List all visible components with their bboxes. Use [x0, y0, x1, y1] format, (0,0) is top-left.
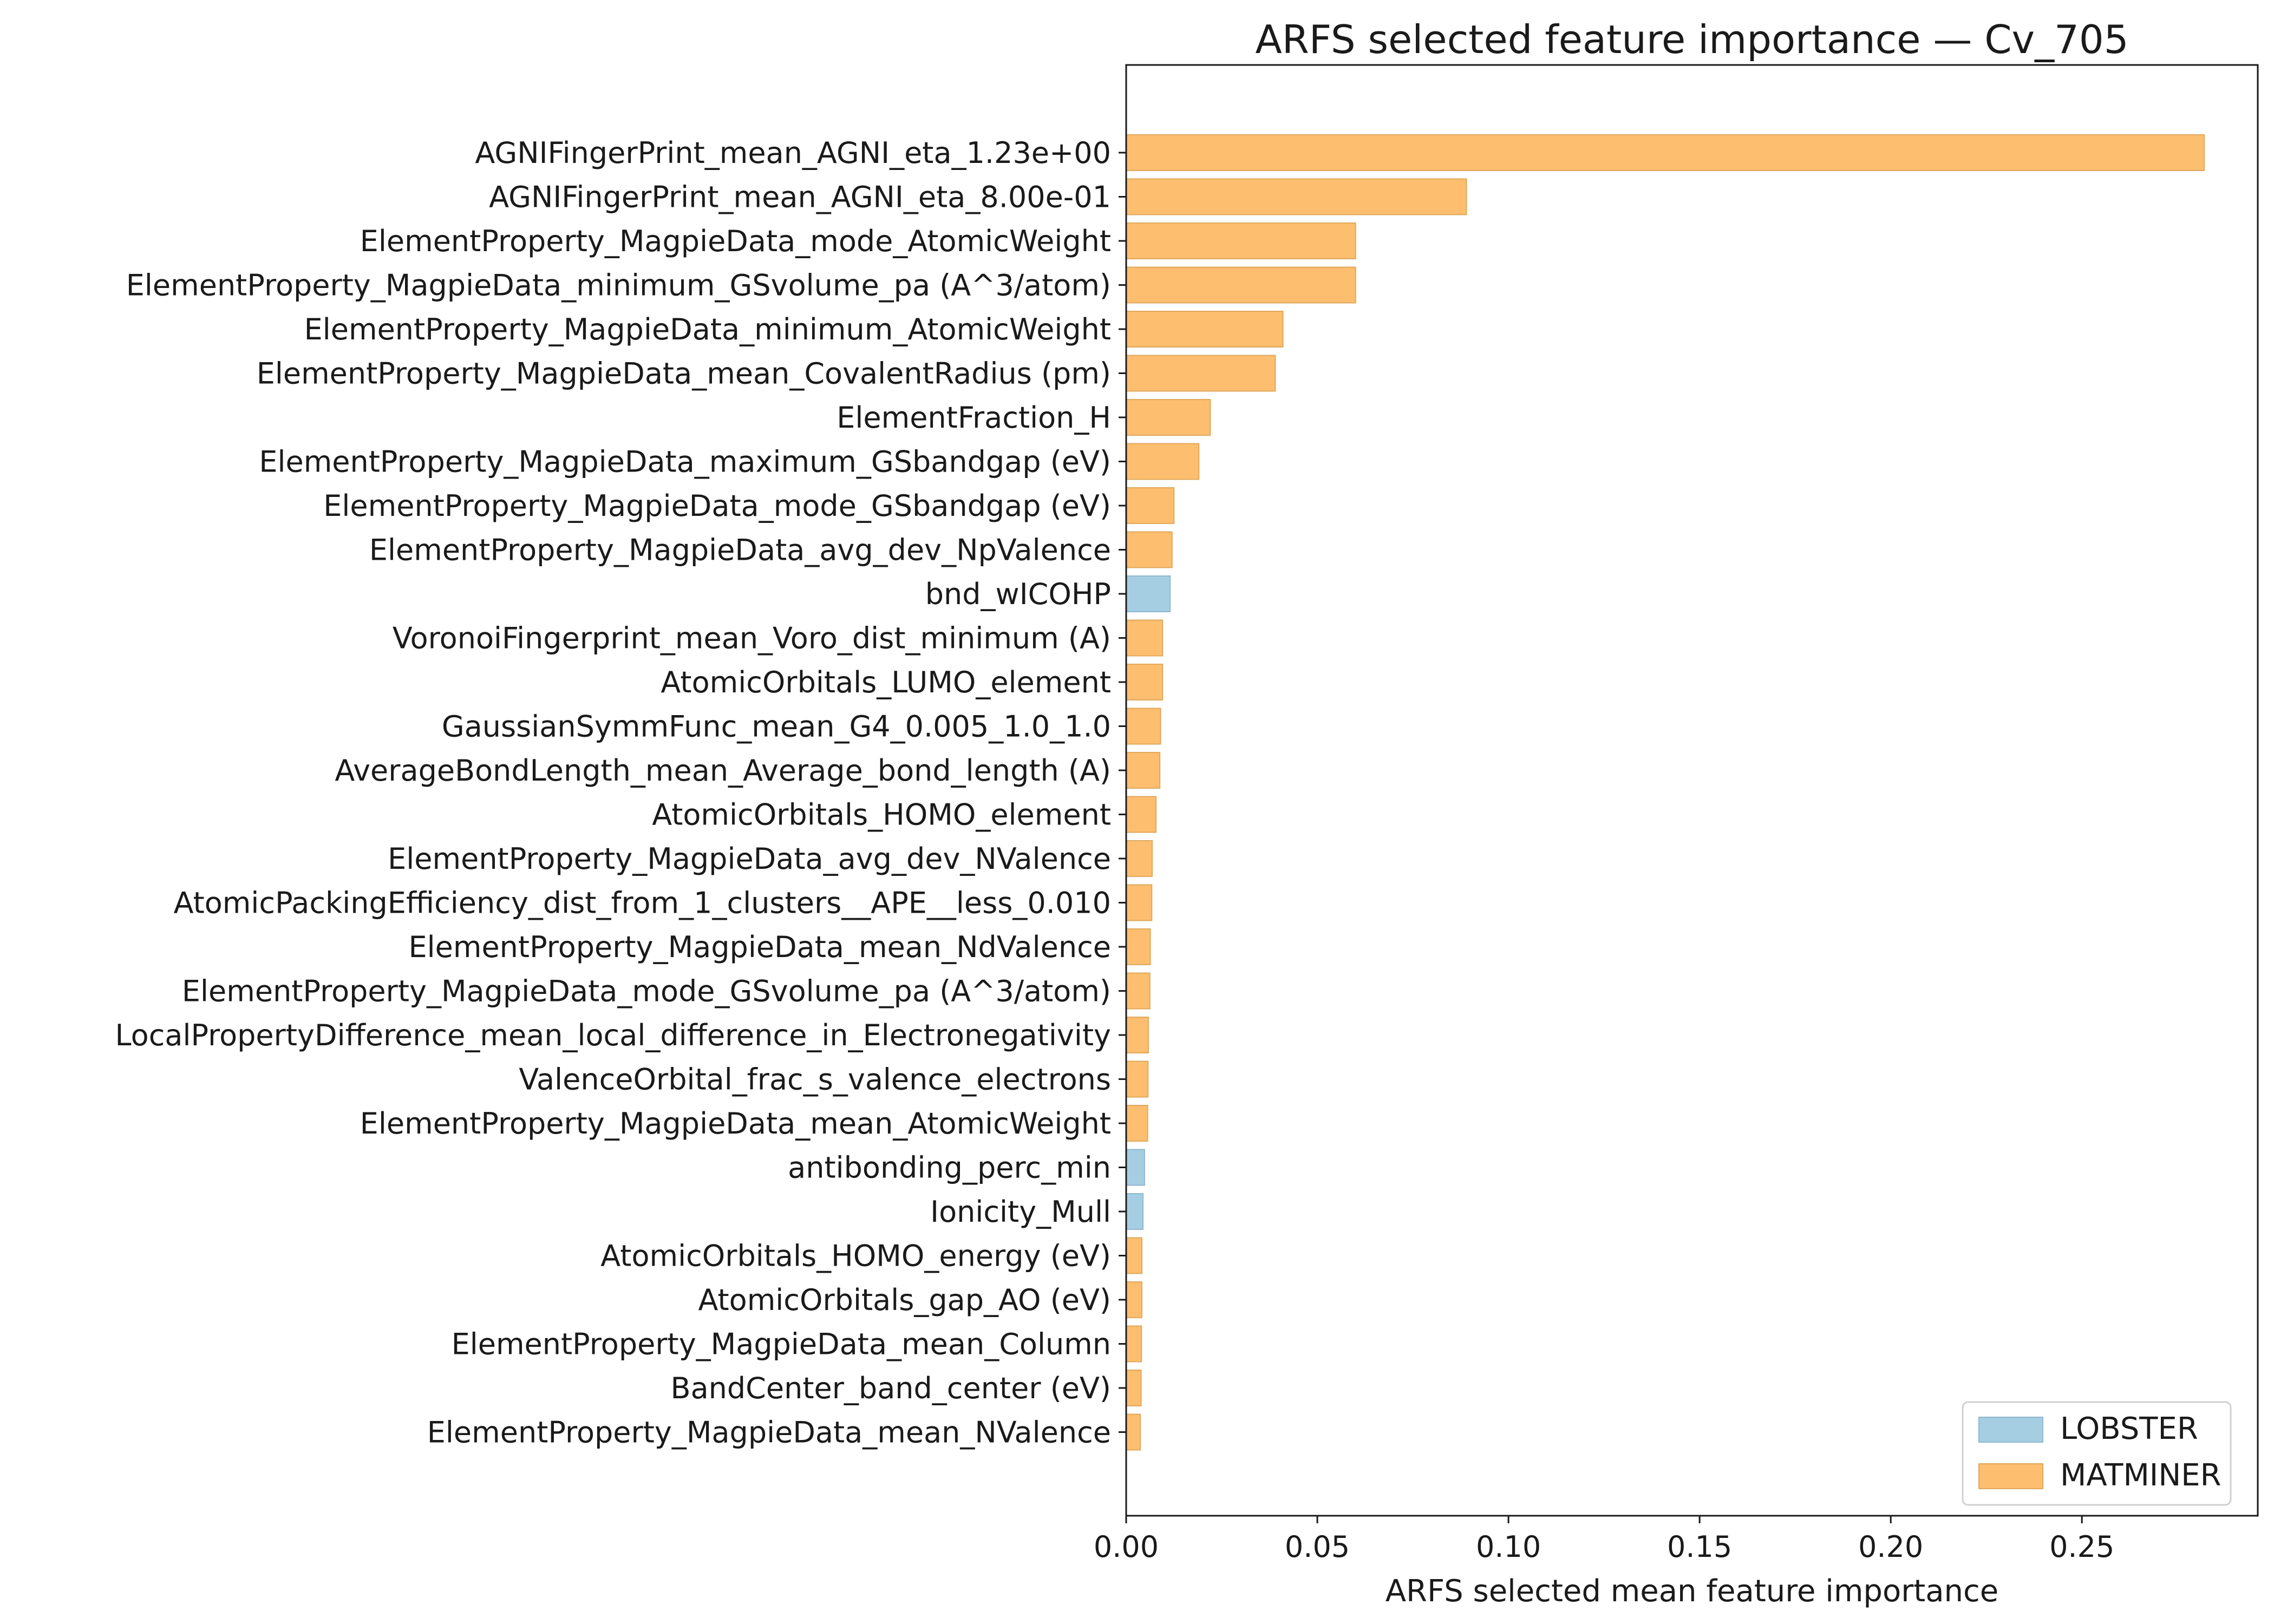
bar-lobster — [1126, 1149, 1145, 1186]
bar-matminer — [1126, 1325, 1142, 1363]
y-tick-label: ElementFraction_H — [837, 401, 1111, 435]
bar-matminer — [1126, 840, 1153, 877]
y-tick-label: ElementProperty_MagpieData_minimum_Atomi… — [304, 312, 1111, 346]
bar-lobster — [1126, 575, 1171, 612]
bar-matminer — [1126, 1413, 1141, 1451]
bars-layer — [1126, 134, 2205, 1451]
legend-swatch-matminer — [1978, 1463, 2043, 1489]
bar-matminer — [1126, 928, 1151, 965]
bar-matminer — [1126, 972, 1151, 1010]
bar-matminer — [1126, 487, 1175, 524]
bar-matminer — [1126, 1281, 1142, 1318]
y-tick-label: ValenceOrbital_frac_s_valence_electrons — [519, 1063, 1111, 1097]
y-tick-label: AtomicPackingEfficiency_dist_from_1_clus… — [174, 886, 1111, 920]
bar-matminer — [1126, 708, 1161, 745]
y-tick-label: AGNIFingerPrint_mean_AGNI_eta_8.00e-01 — [489, 180, 1111, 214]
y-tick-label: ElementProperty_MagpieData_mean_AtomicWe… — [360, 1106, 1111, 1141]
y-tick-label: ElementProperty_MagpieData_mode_AtomicWe… — [360, 224, 1111, 258]
y-tick-label: AverageBondLength_mean_Average_bond_leng… — [335, 754, 1111, 788]
y-tick-label: LocalPropertyDifference_mean_local_diffe… — [115, 1018, 1111, 1052]
y-tick-label: ElementProperty_MagpieData_maximum_GSban… — [259, 445, 1111, 479]
y-tick-label: antibonding_perc_min — [788, 1151, 1111, 1185]
legend-swatch-lobster — [1978, 1417, 2043, 1443]
y-tick-label: ElementProperty_MagpieData_mode_GSbandga… — [323, 489, 1111, 523]
y-tick-label: BandCenter_band_center (eV) — [671, 1371, 1111, 1405]
x-ticks: 0.00 0.05 0.10 0.15 0.20 0.25 — [1094, 1516, 2114, 1564]
bar-matminer — [1126, 311, 1284, 348]
x-tick-label: 0.00 — [1094, 1530, 1159, 1564]
x-tick-label: 0.05 — [1285, 1530, 1350, 1564]
y-tick-label: bnd_wICOHP — [925, 577, 1111, 611]
bar-matminer — [1126, 222, 1356, 259]
y-tick-label: AtomicOrbitals_LUMO_element — [661, 665, 1111, 699]
bar-matminer — [1126, 355, 1276, 392]
y-tick-label: ElementProperty_MagpieData_mean_Column — [452, 1327, 1111, 1361]
bar-matminer — [1126, 664, 1164, 700]
bar-matminer — [1126, 399, 1211, 436]
bar-lobster — [1126, 1193, 1144, 1230]
bar-matminer — [1126, 1060, 1149, 1098]
y-ticks — [1119, 152, 1126, 1433]
bar-matminer — [1126, 884, 1153, 921]
y-tick-label: ElementProperty_MagpieData_mean_NValence — [427, 1416, 1111, 1450]
x-tick-label: 0.15 — [1667, 1530, 1732, 1564]
y-tick-labels: AGNIFingerPrint_mean_AGNI_eta_1.23e+00 AG… — [115, 136, 1111, 1450]
bar-matminer — [1126, 619, 1164, 657]
y-tick-label: Ionicity_Mull — [930, 1195, 1111, 1229]
y-tick-label: AtomicOrbitals_gap_AO (eV) — [698, 1283, 1112, 1317]
bar-matminer — [1126, 1237, 1142, 1274]
y-tick-label: ElementProperty_MagpieData_mode_GSvolume… — [182, 974, 1111, 1009]
plot-frame — [1125, 64, 2259, 1517]
x-tick-label: 0.20 — [1858, 1530, 1923, 1564]
y-tick-label: ElementProperty_MagpieData_avg_dev_NVale… — [388, 842, 1111, 876]
bar-matminer — [1126, 1105, 1148, 1142]
bar-matminer — [1126, 266, 1356, 304]
y-tick-label: ElementProperty_MagpieData_mean_NdValenc… — [409, 930, 1111, 964]
bar-matminer — [1126, 531, 1173, 568]
y-tick-label: GaussianSymmFunc_mean_G4_0.005_1.0_1.0 — [442, 710, 1111, 744]
x-tick-label: 0.10 — [1476, 1530, 1541, 1564]
y-tick-label: AtomicOrbitals_HOMO_element — [652, 798, 1111, 832]
y-tick-label: ElementProperty_MagpieData_avg_dev_NpVal… — [369, 533, 1111, 567]
chart-title: ARFS selected feature importance — Cv_70… — [1255, 17, 2128, 62]
y-tick-label: AGNIFingerPrint_mean_AGNI_eta_1.23e+00 — [475, 136, 1111, 170]
legend-label-matminer: MATMINER — [2060, 1458, 2221, 1493]
y-tick-label: AtomicOrbitals_HOMO_energy (eV) — [600, 1239, 1111, 1273]
x-axis-label: ARFS selected mean feature importance — [1386, 1574, 1999, 1609]
bar-matminer — [1126, 1017, 1149, 1053]
bar-matminer — [1126, 1370, 1142, 1406]
x-tick-label: 0.25 — [2049, 1530, 2114, 1564]
bar-matminer — [1126, 443, 1200, 480]
y-tick-label: ElementProperty_MagpieData_mean_Covalent… — [257, 357, 1111, 391]
bar-matminer — [1126, 752, 1161, 789]
legend: LOBSTER MATMINER — [1962, 1401, 2232, 1506]
bar-matminer — [1126, 178, 1467, 215]
legend-label-lobster: LOBSTER — [2060, 1411, 2198, 1446]
y-tick-label: ElementProperty_MagpieData_minimum_GSvol… — [126, 269, 1111, 303]
bar-matminer — [1126, 796, 1157, 833]
bar-matminer — [1126, 134, 2205, 171]
y-tick-label: VoronoiFingerprint_mean_Voro_dist_minimu… — [393, 621, 1111, 656]
